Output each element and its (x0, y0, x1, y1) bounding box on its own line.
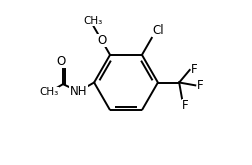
Text: F: F (191, 64, 198, 76)
Text: F: F (197, 79, 203, 92)
Text: NH: NH (70, 85, 87, 98)
Text: Cl: Cl (153, 24, 164, 37)
Text: CH₃: CH₃ (40, 87, 59, 97)
Text: O: O (57, 55, 66, 68)
Text: O: O (97, 34, 107, 47)
Text: CH₃: CH₃ (83, 16, 103, 26)
Text: F: F (182, 99, 189, 112)
